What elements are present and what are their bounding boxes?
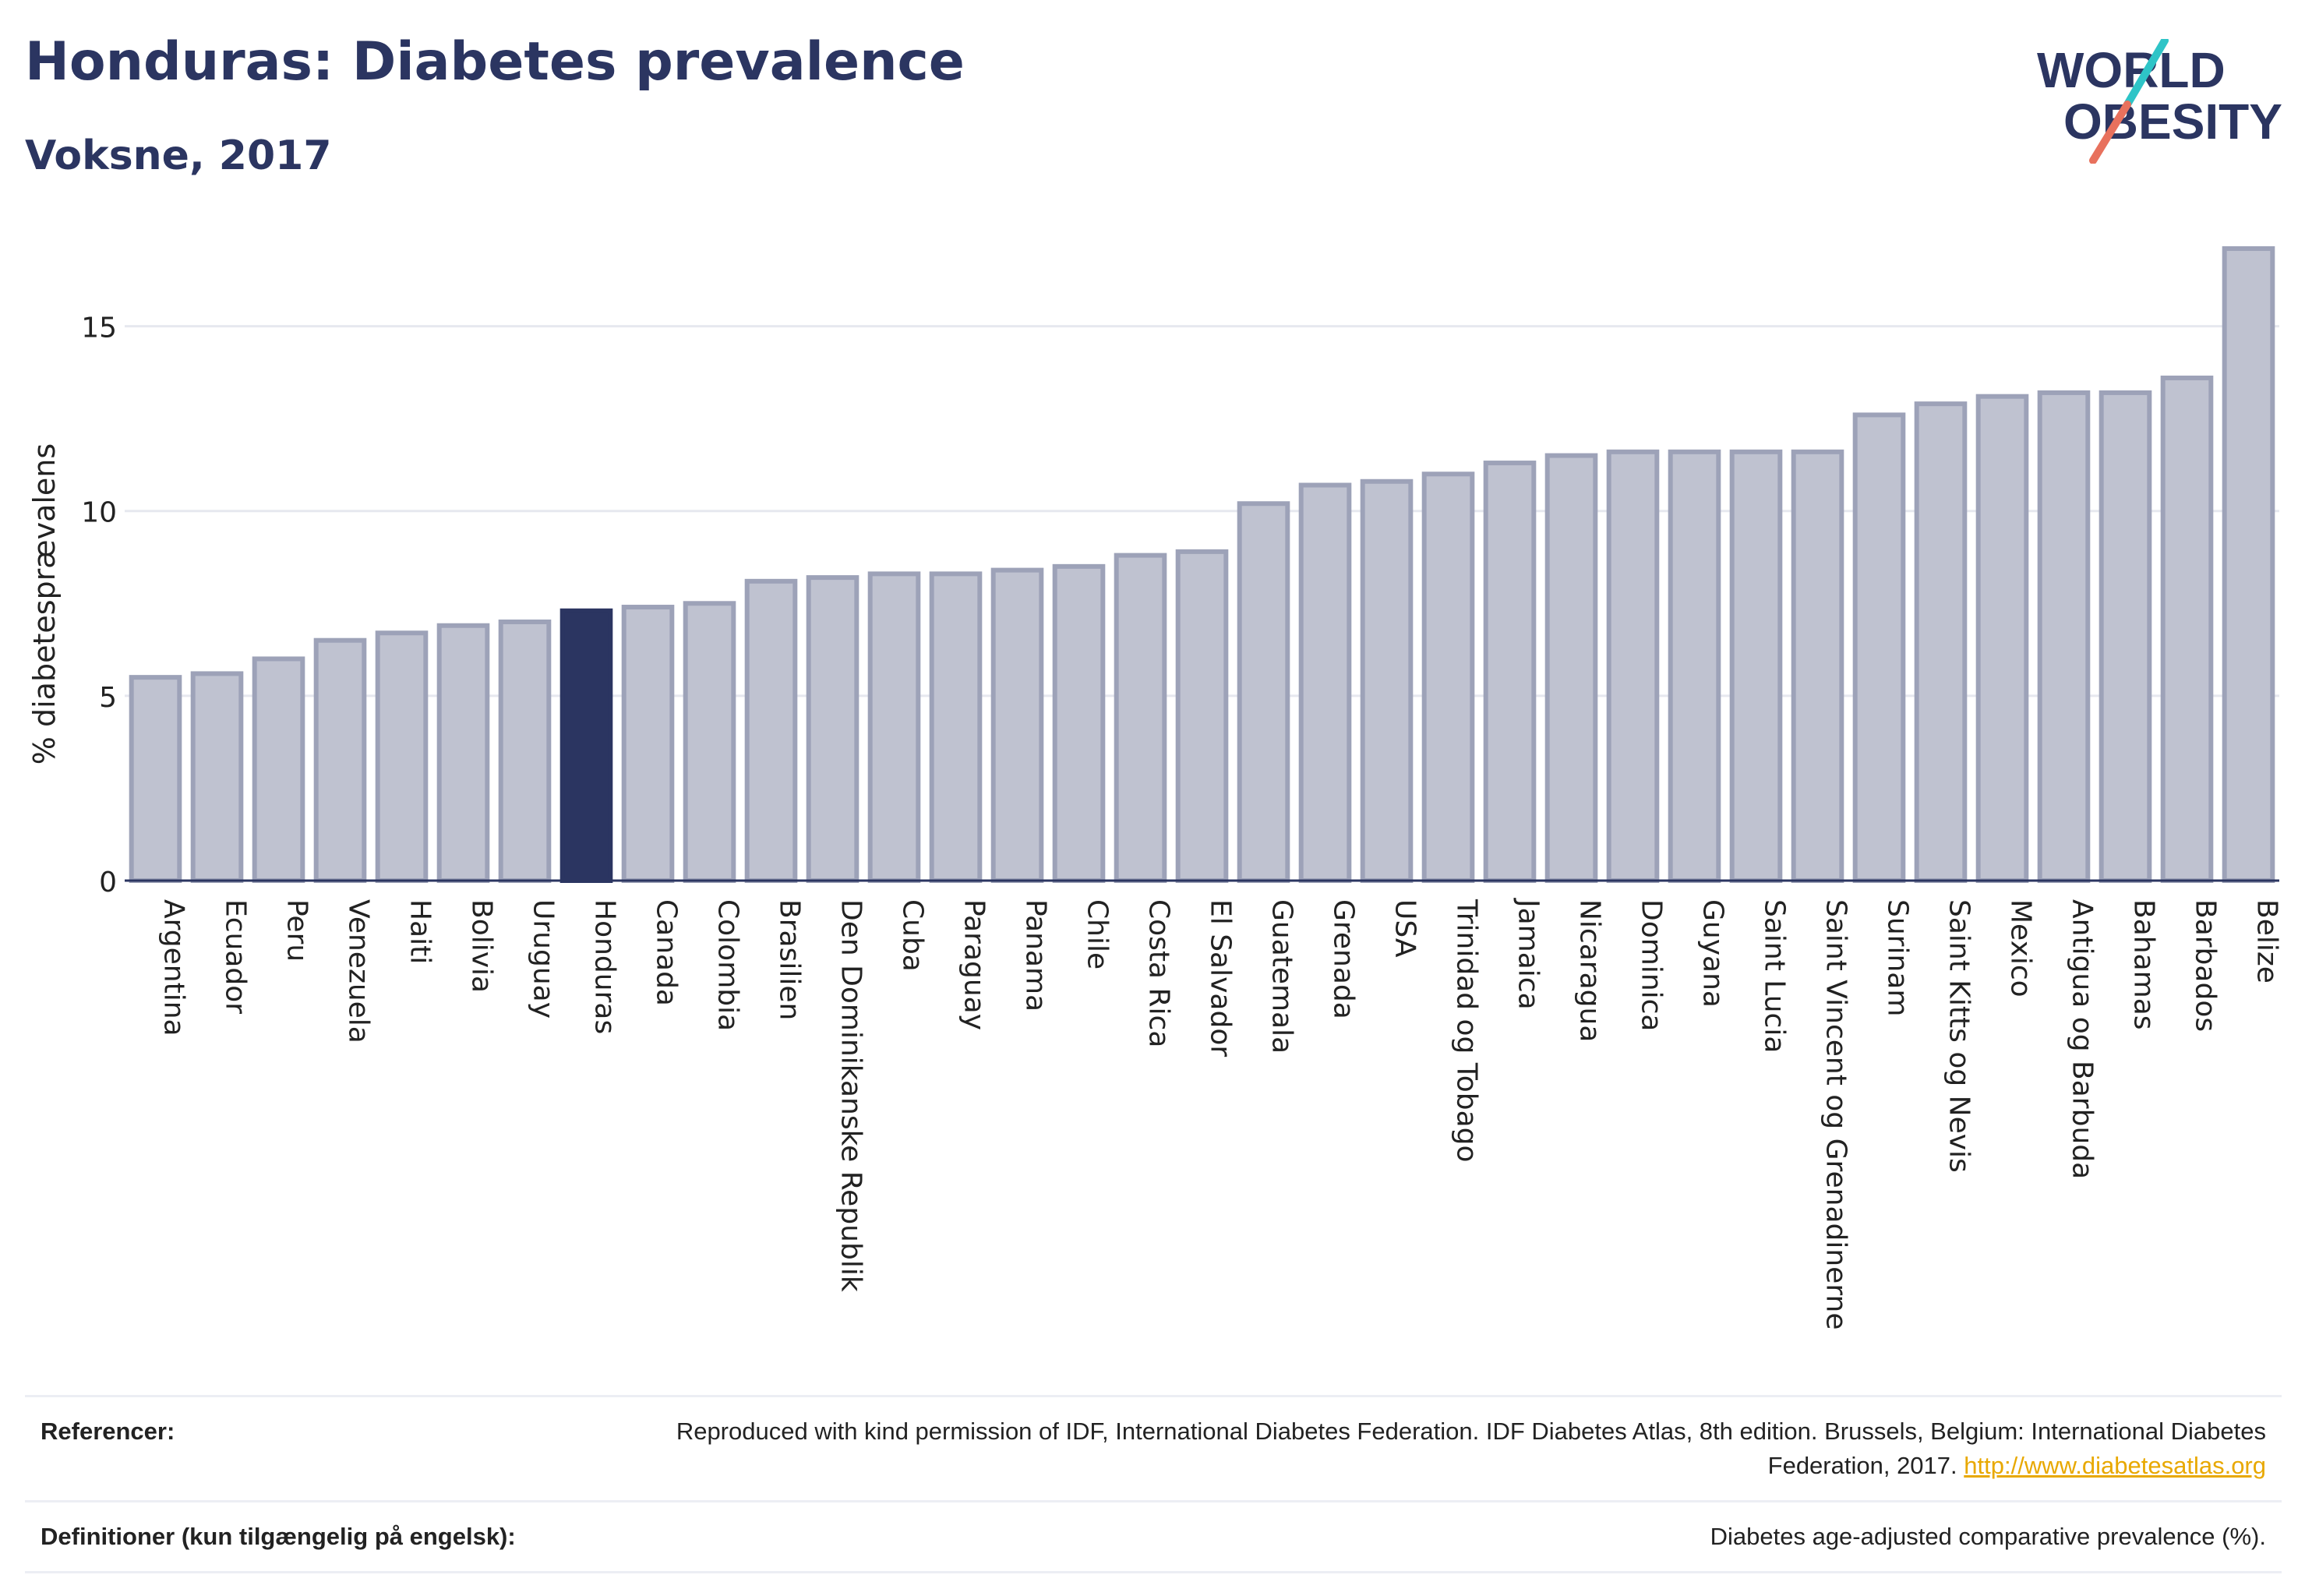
bar[interactable] (1606, 449, 1660, 883)
bar[interactable] (1175, 549, 1229, 884)
bar[interactable] (129, 675, 182, 884)
x-tick-label: Panama (1020, 899, 1052, 1012)
diabetes-atlas-link[interactable]: http://www.diabetesatlas.org (1964, 1452, 2266, 1479)
bar-chart: 0 5 10 15 Argentina Ecuador Peru Venezuela Hait… (27, 245, 2283, 1329)
bar[interactable] (1975, 394, 2029, 883)
bar[interactable] (990, 567, 1044, 883)
x-tick-label: Den Dominikanske Republik (835, 899, 867, 1292)
bar[interactable] (1668, 449, 1721, 883)
x-tick-label: Cuba (897, 899, 929, 972)
y-tick-label: 10 (81, 497, 117, 529)
x-tick-label: Trinidad og Tobago (1451, 899, 1483, 1163)
x-tick-label: Haiti (404, 899, 436, 964)
x-tick-label: Bolivia (466, 899, 498, 993)
bar[interactable] (744, 578, 798, 883)
x-tick-label: Paraguay (958, 899, 990, 1030)
bar[interactable] (1483, 461, 1537, 883)
y-axis-label: % diabetesprævalens (27, 443, 62, 764)
bar[interactable] (1360, 478, 1414, 883)
bar[interactable] (683, 601, 736, 883)
bar[interactable] (2222, 245, 2275, 883)
x-tick-label: Mexico (2005, 899, 2037, 998)
references-table: Referencer: Reproduced with kind permiss… (25, 1395, 2282, 1573)
bar[interactable] (313, 637, 367, 883)
bar[interactable] (621, 605, 675, 883)
x-tick-label: El Salvador (1205, 899, 1237, 1057)
bar[interactable] (1544, 453, 1598, 883)
logo-text-obesity: OBESITY (2063, 94, 2282, 150)
x-tick-label: Venezuela (343, 899, 375, 1043)
bar[interactable] (806, 575, 860, 883)
references-row: Referencer: Reproduced with kind permiss… (25, 1395, 2282, 1500)
bar[interactable] (252, 656, 305, 884)
x-tick-label: Nicaragua (1574, 899, 1606, 1042)
x-tick-labels: Argentina Ecuador Peru Venezuela Haiti Bolivi… (158, 898, 2283, 1329)
y-tick-labels: 0 5 10 15 (81, 312, 117, 899)
x-tick-label: Argentina (158, 899, 190, 1036)
x-tick-label: Jamaica (1513, 898, 1544, 1010)
x-tick-label: Guatemala (1266, 899, 1298, 1054)
bar[interactable] (190, 671, 244, 884)
logo-slash-teal (2123, 37, 2169, 108)
x-tick-label: Barbados (2190, 899, 2222, 1032)
x-tick-label: Saint Lucia (1759, 899, 1791, 1053)
definitions-label: Definitioner (kun tilgængelig på engelsk… (41, 1523, 516, 1550)
x-tick-label: Honduras (589, 899, 621, 1034)
world-obesity-logo-graphic: WORLD OBESITY (2037, 37, 2282, 164)
bar[interactable] (1052, 563, 1106, 883)
bar[interactable] (1791, 449, 1844, 883)
x-tick-label: Canada (651, 899, 683, 1006)
bar[interactable] (375, 630, 429, 883)
y-tick-label: 15 (81, 312, 117, 344)
bar[interactable] (498, 620, 552, 883)
bar[interactable] (1914, 401, 1968, 883)
chart-subtitle: Voksne, 2017 (25, 132, 332, 179)
bar-highlight[interactable] (559, 608, 613, 883)
bar[interactable] (2037, 390, 2091, 883)
bar[interactable] (2160, 375, 2214, 883)
bar[interactable] (2099, 390, 2152, 883)
x-tick-label: Ecuador (220, 899, 252, 1014)
references-citation: Reproduced with kind permission of IDF, … (676, 1418, 2266, 1479)
y-tick-label: 0 (99, 867, 117, 899)
x-tick-label: Saint Vincent og Grenadinerne (1820, 899, 1852, 1329)
bar[interactable] (1114, 553, 1167, 884)
x-tick-label: USA (1389, 899, 1421, 958)
x-tick-label: Colombia (712, 899, 744, 1031)
x-tick-label: Antigua og Barbuda (2067, 899, 2099, 1179)
x-tick-label: Peru (281, 899, 313, 962)
definitions-text: Diabetes age-adjusted comparative preval… (1710, 1523, 2266, 1550)
x-tick-label: Chile (1082, 899, 1114, 969)
x-tick-label: Guyana (1697, 899, 1729, 1008)
definitions-row: Definitioner (kun tilgængelig på engelsk… (25, 1500, 2282, 1573)
bar[interactable] (1237, 501, 1290, 883)
world-obesity-logo[interactable]: WORLD OBESITY (2034, 37, 2291, 164)
y-tick-label: 5 (99, 682, 117, 714)
references-text: Reproduced with kind permission of IDF, … (669, 1414, 2266, 1483)
logo-text-world: WORLD (2037, 42, 2226, 98)
x-tick-label: Bahamas (2128, 899, 2160, 1030)
x-tick-label: Saint Kitts og Nevis (1943, 899, 1975, 1173)
bar[interactable] (436, 623, 490, 883)
bar[interactable] (1298, 482, 1352, 883)
chart-title: Honduras: Diabetes prevalence (25, 31, 965, 93)
logo-slash-coral (2089, 101, 2131, 164)
x-tick-label: Uruguay (528, 899, 559, 1019)
bar[interactable] (867, 571, 921, 883)
x-tick-label: Grenada (1328, 899, 1360, 1019)
bars (129, 245, 2275, 884)
x-tick-label: Surinam (1882, 899, 1914, 1016)
bar[interactable] (1421, 471, 1475, 883)
bar[interactable] (1729, 449, 1783, 883)
references-label: Referencer: (41, 1418, 175, 1445)
x-tick-label: Belize (2251, 899, 2283, 983)
bar[interactable] (929, 571, 983, 883)
bar[interactable] (1852, 412, 1906, 883)
x-tick-label: Dominica (1636, 899, 1668, 1032)
x-tick-label: Costa Rica (1143, 899, 1175, 1047)
x-tick-label: Brasilien (774, 899, 806, 1020)
